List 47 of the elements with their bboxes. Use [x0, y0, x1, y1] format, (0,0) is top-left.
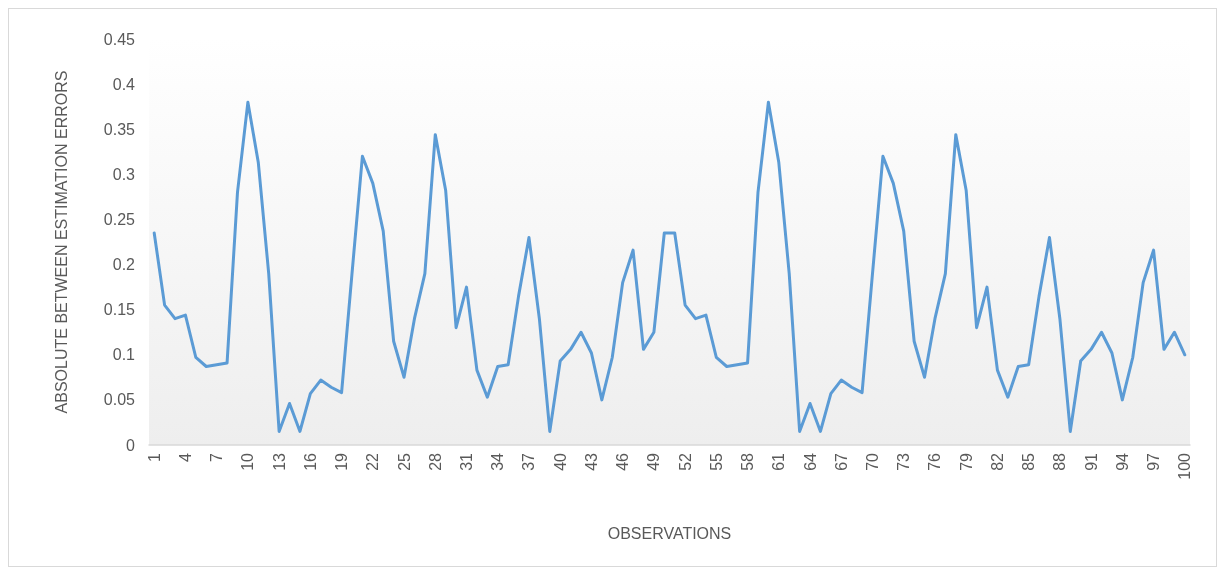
x-tick-label: 1	[145, 452, 163, 462]
x-tick-label: 22	[364, 452, 382, 471]
x-tick-label: 43	[582, 452, 600, 471]
y-tick-label: 0.05	[103, 391, 136, 409]
y-tick-label: 0.2	[112, 256, 136, 274]
x-tick-label: 76	[926, 452, 944, 471]
y-tick-label: 0.15	[103, 301, 136, 319]
x-tick-label: 4	[176, 452, 194, 462]
y-tick-label: 0.1	[112, 346, 136, 364]
x-tick-label: 28	[426, 452, 444, 471]
x-tick-label: 46	[614, 452, 632, 471]
x-tick-label: 7	[208, 452, 226, 462]
x-tick-label: 40	[551, 452, 569, 471]
x-axis-title: OBSERVATIONS	[607, 524, 732, 542]
x-tick-label: 67	[832, 452, 850, 471]
x-tick-label: 19	[333, 452, 351, 471]
x-tick-label: 94	[1113, 452, 1131, 471]
x-tick-label: 97	[1145, 452, 1163, 471]
x-tick-label: 58	[739, 452, 757, 471]
x-tick-label: 34	[489, 452, 507, 471]
x-tick-label: 16	[301, 452, 319, 471]
x-tick-label: 73	[895, 452, 913, 471]
x-tick-label: 13	[270, 452, 288, 471]
line-series	[152, 100, 1187, 433]
y-tick-label: 0.4	[112, 75, 136, 93]
y-tick-label: 0.35	[103, 120, 136, 138]
x-tick-label: 10	[239, 452, 257, 471]
x-tick-label: 55	[707, 452, 725, 471]
x-tick-label: 100	[1176, 452, 1194, 480]
y-tick-label: 0.3	[112, 165, 136, 183]
x-tick-label: 64	[801, 452, 819, 471]
x-tick-label: 88	[1051, 452, 1069, 471]
x-tick-label: 70	[863, 452, 881, 471]
x-tick-label: 37	[520, 452, 538, 471]
x-tick-label: 25	[395, 452, 413, 471]
x-tick-label: 31	[458, 452, 476, 471]
x-tick-label: 85	[1020, 452, 1038, 471]
y-tick-label: 0.45	[103, 30, 136, 48]
x-tick-label: 82	[988, 452, 1006, 471]
x-tick-label: 91	[1082, 452, 1100, 471]
y-tick-label: 0	[126, 436, 136, 454]
x-tick-label: 52	[676, 452, 694, 471]
x-tick-label: 49	[645, 452, 663, 471]
y-tick-label: 0.25	[103, 210, 136, 228]
y-axis-title: ABSOLUTE BETWEEN ESTIMATION ERRORS	[52, 70, 70, 414]
x-tick-label: 61	[770, 452, 788, 471]
x-tick-label: 79	[957, 452, 975, 471]
